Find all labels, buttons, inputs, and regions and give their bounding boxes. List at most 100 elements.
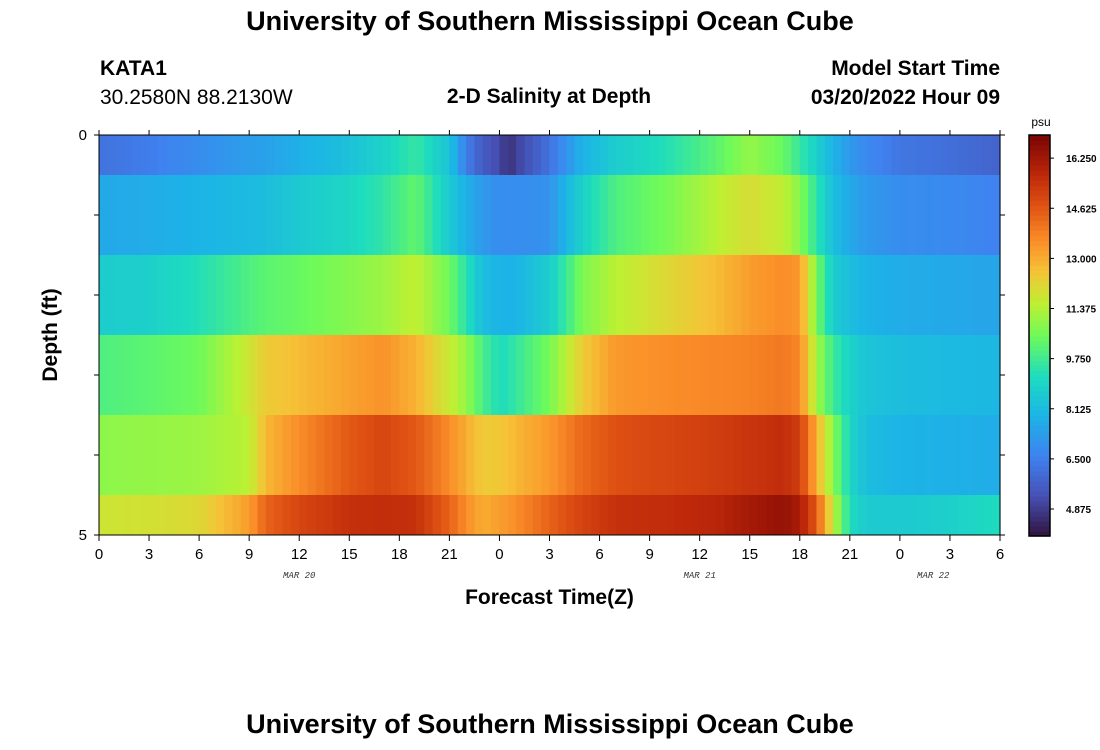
heatmap-cell	[499, 255, 509, 335]
heatmap-cell	[382, 135, 392, 175]
heatmap-cell	[841, 135, 851, 175]
heatmap-cell	[574, 135, 584, 175]
heatmap-cell	[991, 495, 1001, 535]
heatmap-cell	[908, 335, 918, 415]
heatmap-cell	[482, 415, 492, 495]
heatmap-cell	[966, 175, 976, 255]
heatmap-cell	[733, 175, 742, 255]
heatmap-cell	[174, 255, 184, 335]
heatmap-cell	[482, 175, 492, 255]
heatmap-cell	[866, 175, 876, 255]
heatmap-cell	[574, 415, 584, 495]
heatmap-cell	[257, 335, 267, 415]
heatmap-cell	[282, 175, 292, 255]
heatmap-cell	[390, 335, 400, 415]
heatmap-cell	[190, 335, 200, 415]
heatmap-cell	[416, 335, 425, 415]
heatmap-cell	[157, 335, 167, 415]
heatmap-cell	[557, 175, 567, 255]
heatmap-cell	[290, 255, 300, 335]
heatmap-cell	[332, 255, 342, 335]
heatmap-cell	[382, 415, 392, 495]
heatmap-cell	[883, 335, 893, 415]
colorbar-segment	[1029, 385, 1050, 392]
heatmap-cell	[933, 135, 943, 175]
heatmap-cell	[407, 255, 417, 335]
heatmap-cell	[165, 335, 175, 415]
heatmap-cell	[991, 335, 1001, 415]
heatmap-cell	[240, 135, 250, 175]
x-tick-label: 0	[495, 546, 503, 563]
colorbar-tick-label: 11.375	[1066, 305, 1096, 316]
heatmap-cell	[182, 135, 192, 175]
colorbar-segment	[1029, 215, 1050, 221]
heatmap-cell	[783, 135, 793, 175]
heatmap-cell	[924, 255, 934, 335]
heatmap-cell	[991, 255, 1001, 335]
colorbar-segment	[1029, 175, 1050, 181]
heatmap-cell	[441, 135, 450, 175]
heatmap-cell	[758, 255, 767, 335]
heatmap-cell	[674, 175, 684, 255]
heatmap-cell	[699, 175, 709, 255]
colorbar-segment	[1029, 290, 1050, 296]
heatmap-cell	[107, 175, 117, 255]
heatmap-cell	[174, 415, 184, 495]
heatmap-cell	[174, 175, 184, 255]
heatmap-cell	[974, 135, 984, 175]
heatmap-cell	[315, 415, 325, 495]
x-tick-label: 21	[441, 546, 458, 563]
heatmap-cell	[866, 335, 876, 415]
heatmap-cell	[808, 255, 818, 335]
heatmap-cell	[190, 255, 200, 335]
heatmap-cell	[941, 135, 951, 175]
heatmap-cell	[908, 255, 918, 335]
heatmap-cell	[457, 335, 467, 415]
colorbar-segment	[1029, 180, 1050, 186]
heatmap-cell	[491, 415, 501, 495]
heatmap-cell	[466, 175, 476, 255]
heatmap-cell	[891, 335, 901, 415]
heatmap-cell	[232, 335, 242, 415]
heatmap-cell	[174, 495, 184, 535]
x-tick-label: 9	[645, 546, 653, 563]
heatmap-cell	[632, 175, 642, 255]
heatmap-cell	[524, 255, 534, 335]
x-tick-label: 6	[996, 546, 1004, 563]
heatmap-cell	[249, 415, 259, 495]
heatmap-cell	[908, 175, 918, 255]
heatmap-cell	[799, 335, 809, 415]
heatmap-cell	[466, 415, 476, 495]
heatmap-cell	[833, 135, 843, 175]
heatmap-cell	[949, 135, 959, 175]
heatmap-cell	[708, 175, 717, 255]
heatmap-cell	[315, 495, 325, 535]
heatmap-cells	[99, 135, 1001, 535]
heatmap-cell	[874, 415, 884, 495]
heatmap-cell	[499, 415, 509, 495]
heatmap-cell	[774, 255, 784, 335]
heatmap-cell	[174, 335, 184, 415]
heatmap-cell	[124, 335, 133, 415]
x-tick-label: 0	[896, 546, 904, 563]
colorbar-segment	[1029, 260, 1050, 266]
heatmap-cell	[324, 135, 334, 175]
colorbar-segment	[1029, 185, 1050, 191]
colorbar-segment	[1029, 285, 1050, 291]
colorbar-unit: psu	[1031, 115, 1050, 129]
heatmap-cell	[941, 175, 951, 255]
heatmap-cell	[649, 495, 659, 535]
colorbar-segment	[1029, 340, 1050, 347]
heatmap-cell	[340, 255, 350, 335]
heatmap-cell	[399, 135, 409, 175]
heatmap-cell	[983, 335, 993, 415]
heatmap-cell	[357, 495, 367, 535]
x-tick-label: 15	[741, 546, 758, 563]
heatmap-cell	[908, 415, 918, 495]
heatmap-cell	[399, 495, 409, 535]
heatmap-cell	[332, 175, 342, 255]
heatmap-cell	[924, 415, 934, 495]
heatmap-cell	[199, 495, 209, 535]
heatmap-cell	[157, 255, 167, 335]
heatmap-cell	[682, 135, 692, 175]
